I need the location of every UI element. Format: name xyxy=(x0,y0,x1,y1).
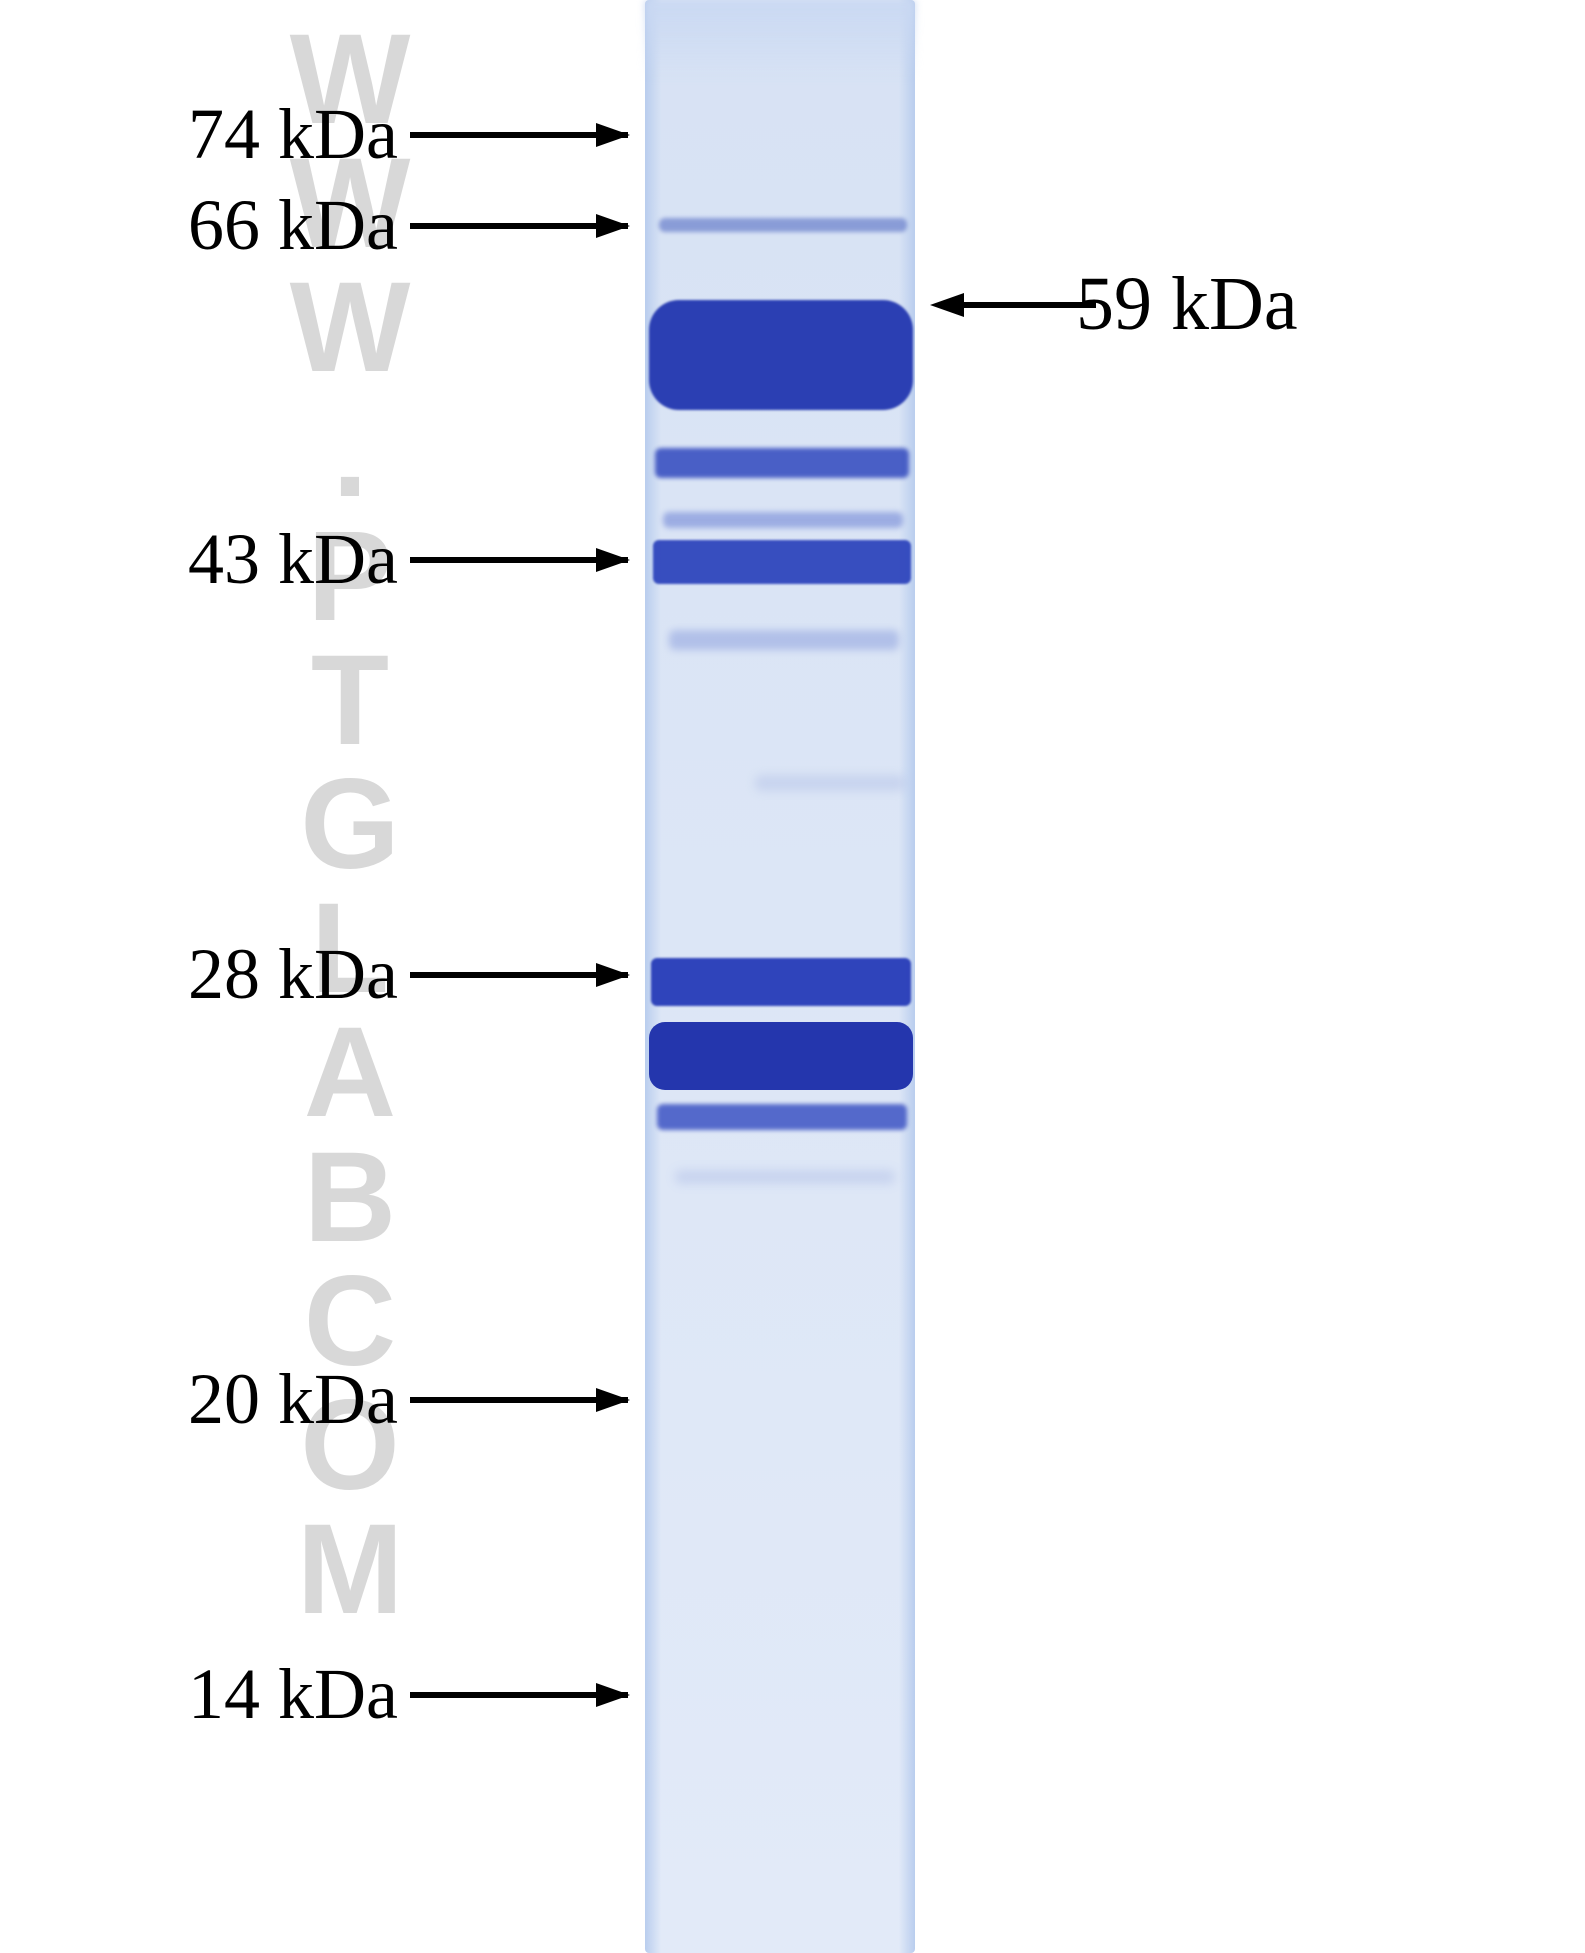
gel-band xyxy=(651,958,911,1006)
arrow-right-icon xyxy=(410,206,668,246)
gel-band xyxy=(669,630,899,650)
watermark-letter: W xyxy=(290,254,411,401)
gel-band xyxy=(663,512,903,528)
lane-haze xyxy=(645,0,915,80)
marker-label: 20 kDa xyxy=(188,1358,398,1441)
watermark-letter: M xyxy=(297,1496,404,1643)
watermark-letter: T xyxy=(311,627,389,774)
watermark-letter: B xyxy=(304,1124,396,1271)
gel-lane xyxy=(645,0,915,1953)
arrow-left-icon xyxy=(930,285,1098,325)
marker-label: 66 kDa xyxy=(188,184,398,267)
target-band-label: 59 kDa xyxy=(1076,261,1298,348)
arrow-right-icon xyxy=(410,115,668,155)
gel-band xyxy=(653,540,911,584)
arrow-right-icon xyxy=(410,1675,668,1715)
marker-label: 14 kDa xyxy=(188,1653,398,1736)
arrow-right-icon xyxy=(410,1380,668,1420)
gel-band xyxy=(755,775,905,791)
gel-band xyxy=(649,300,913,410)
arrow-right-icon xyxy=(410,540,668,580)
marker-label: 43 kDa xyxy=(188,518,398,601)
watermark-letter: A xyxy=(304,999,396,1146)
watermark-letter: . xyxy=(332,379,368,526)
watermark-letter: G xyxy=(300,751,400,898)
gel-band xyxy=(675,1170,895,1184)
gel-band xyxy=(655,448,909,478)
gel-band xyxy=(657,1104,907,1130)
gel-band xyxy=(659,218,907,232)
gel-band xyxy=(649,1022,913,1090)
marker-label: 74 kDa xyxy=(188,93,398,176)
marker-label: 28 kDa xyxy=(188,933,398,1016)
arrow-right-icon xyxy=(410,955,668,995)
